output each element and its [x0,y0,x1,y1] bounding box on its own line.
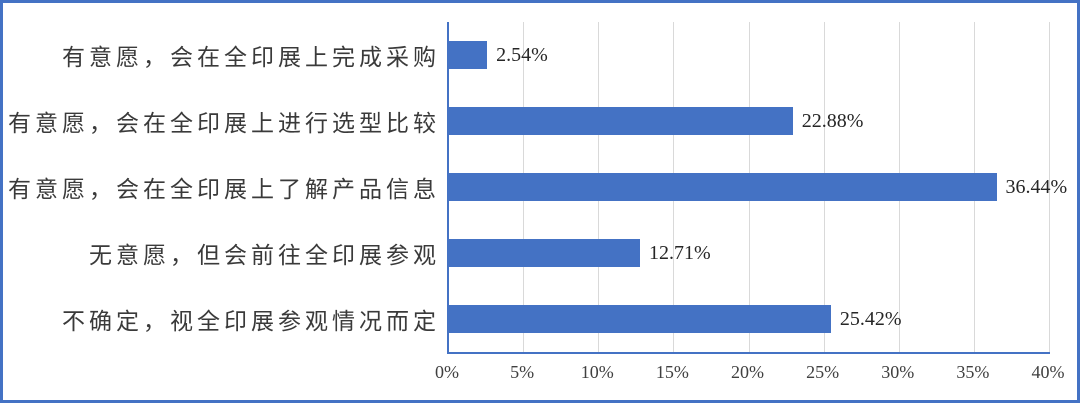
value-label: 2.54% [496,44,548,66]
plot-area: 2.54% 22.88% 36.44% 12.71% 25.42% [447,22,1067,354]
value-label: 12.71% [648,242,711,264]
value-label: 36.44% [1005,176,1068,198]
x-tick-label: 25% [806,362,840,382]
value-label: 25.42% [839,308,902,330]
value-label: 22.88% [801,110,864,132]
category-label: 有意愿，会在全印展上了解产品信息 [8,177,440,202]
x-tick-label: 10% [580,362,614,382]
bar [449,107,793,135]
bar-row: 22.88% [449,88,1050,154]
x-tick-label: 5% [510,362,535,382]
category-label: 无意愿，但会前往全印展参观 [89,243,440,268]
bar-row: 36.44% [449,154,1067,220]
bar-row: 25.42% [449,286,1050,352]
x-tick-label: 20% [731,362,764,382]
bar [449,239,640,267]
x-tick-label: 35% [956,362,990,382]
gridline [1049,22,1050,352]
category-axis: 有意愿，会在全印展上完成采购有意愿，会在全印展上进行选型比较 有意愿，会在全印展上… [8,22,440,352]
bar-row: 12.71% [449,220,1050,286]
x-axis: 0% 5% 10% 15% 20% 25% 30% 35% 40% [435,362,1065,388]
x-tick-label: 30% [881,362,915,382]
bar-row: 2.54% [449,22,1050,88]
bar [449,173,997,201]
category-label: 有意愿，会在全印展上完成采购 [62,45,440,70]
x-tick-label: 40% [1031,362,1065,382]
category-label: 不确定，视全印展参观情况而定 [62,309,440,334]
x-tick-label: 15% [655,362,689,382]
category-label: 有意愿，会在全印展上进行选型比较 [8,111,440,136]
x-tick-label: 0% [435,362,459,382]
bar [449,305,831,333]
bar [449,41,488,69]
